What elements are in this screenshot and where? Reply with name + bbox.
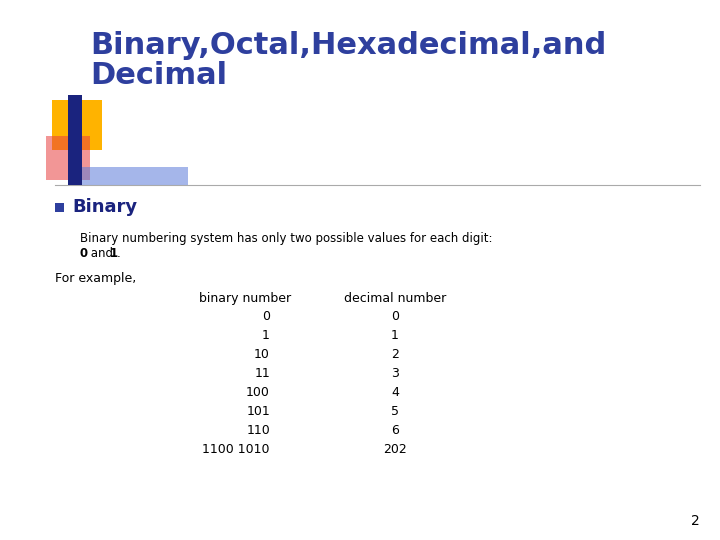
Text: Decimal: Decimal <box>90 61 227 90</box>
Text: Binary,Octal,Hexadecimal,and: Binary,Octal,Hexadecimal,and <box>90 31 606 60</box>
Text: 10: 10 <box>254 348 270 361</box>
Bar <box>68 167 188 185</box>
Text: .: . <box>117 247 121 260</box>
Text: 1100 1010: 1100 1010 <box>202 443 270 456</box>
Bar <box>46 136 90 180</box>
Text: 0: 0 <box>262 310 270 323</box>
Text: decimal number: decimal number <box>344 292 446 305</box>
Text: 11: 11 <box>254 367 270 380</box>
Text: 202: 202 <box>383 443 407 456</box>
Text: 2: 2 <box>691 514 700 528</box>
Text: 3: 3 <box>391 367 399 380</box>
Bar <box>55 203 64 212</box>
Text: 1: 1 <box>391 329 399 342</box>
Text: 0: 0 <box>80 247 88 260</box>
Text: 6: 6 <box>391 424 399 437</box>
Text: 5: 5 <box>391 405 399 418</box>
Text: 110: 110 <box>246 424 270 437</box>
Text: 0: 0 <box>391 310 399 323</box>
Text: 100: 100 <box>246 386 270 399</box>
Text: 4: 4 <box>391 386 399 399</box>
Text: 2: 2 <box>391 348 399 361</box>
Bar <box>52 100 102 150</box>
Text: Binary: Binary <box>72 198 137 216</box>
Bar <box>68 95 82 185</box>
Text: Binary numbering system has only two possible values for each digit:: Binary numbering system has only two pos… <box>80 232 492 245</box>
Text: 1: 1 <box>110 247 118 260</box>
Text: binary number: binary number <box>199 292 291 305</box>
Text: For example,: For example, <box>55 272 136 285</box>
Text: and: and <box>87 247 117 260</box>
Text: 101: 101 <box>246 405 270 418</box>
Text: 1: 1 <box>262 329 270 342</box>
